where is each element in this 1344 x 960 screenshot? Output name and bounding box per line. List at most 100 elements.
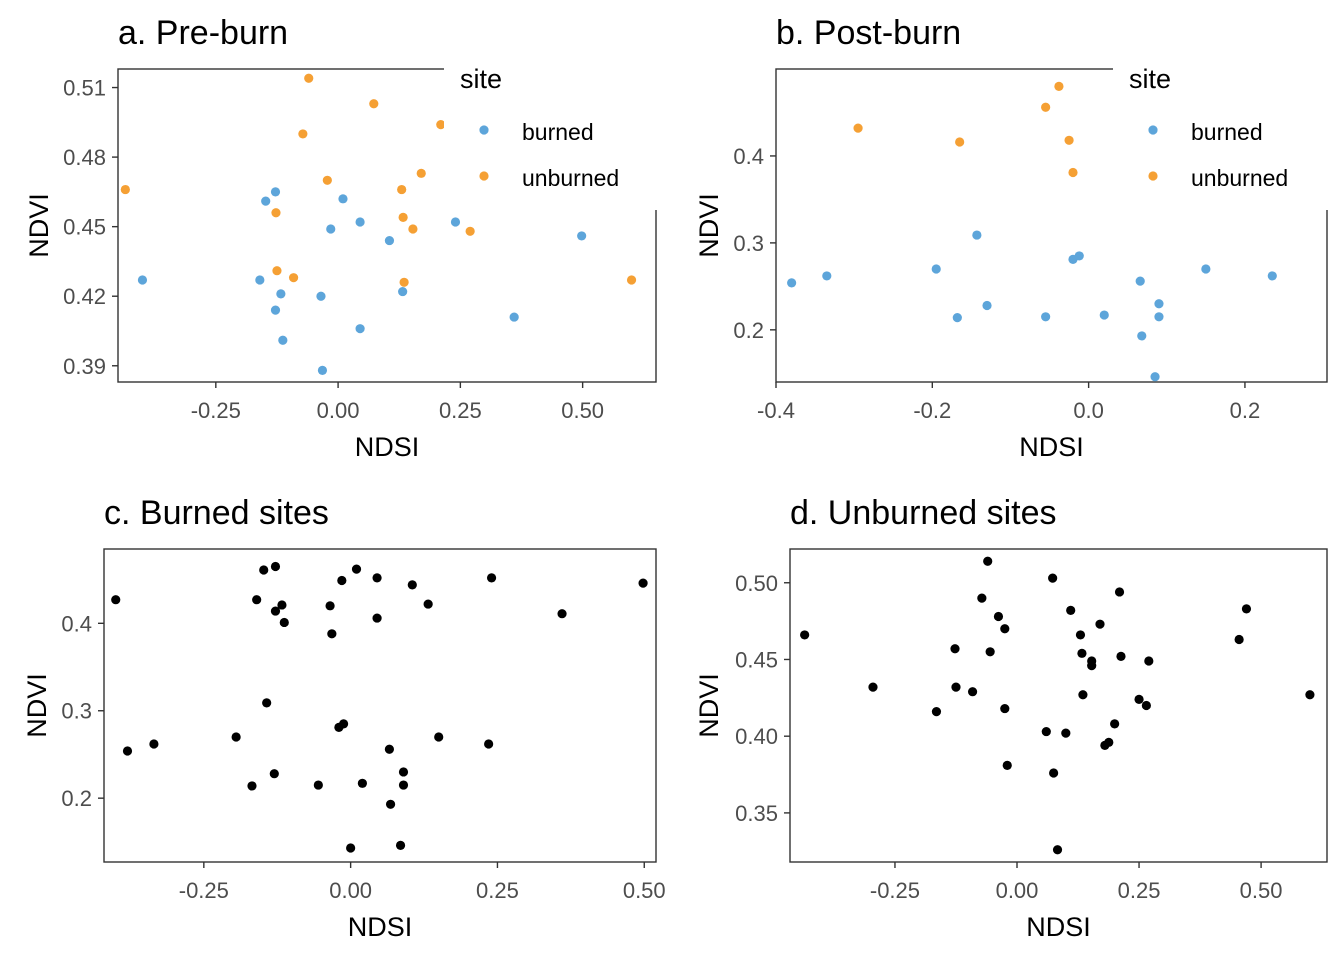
y-tick-label: 0.45: [735, 647, 778, 672]
data-point-unburned-5: [1068, 167, 1078, 178]
data-point-site-28: [1114, 587, 1125, 597]
plot-frame: [775, 68, 1328, 383]
y-tick-label: 0.2: [61, 786, 92, 811]
data-point-site-8: [327, 629, 337, 639]
x-tick-label: 0.00: [329, 878, 372, 903]
y-tick-label: 0.3: [61, 699, 92, 724]
data-point-site-4: [270, 606, 281, 616]
data-point-site-26: [338, 719, 349, 729]
data-point-unburned-0: [120, 184, 130, 195]
data-point-site-32: [398, 780, 409, 790]
data-point-site-13: [1041, 726, 1051, 737]
data-point-burned-4: [972, 230, 982, 240]
data-point-site-23: [269, 769, 279, 779]
data-point-site-10: [351, 564, 362, 574]
data-point-site-11: [1000, 703, 1010, 714]
chart-panel-1: b. Post-burn -0.4 -0.2 0.0 0.2 0.2 0.3 0.4 NDSI N…: [694, 14, 1335, 462]
data-point-burned-8: [1074, 251, 1084, 261]
data-point-site-1: [252, 595, 262, 605]
data-point-burned-1: [822, 271, 832, 281]
data-point-burned-12: [355, 324, 365, 334]
data-point-unburned-1: [271, 208, 281, 218]
data-point-site-34: [484, 739, 494, 749]
data-point-site-33: [434, 732, 444, 742]
data-point-unburned-9: [398, 212, 408, 222]
data-point-burned-16: [1267, 271, 1277, 281]
data-point-site-0: [800, 630, 810, 640]
data-point-unburned-1: [955, 137, 965, 147]
data-point-site-13: [407, 580, 417, 590]
x-tick-label: 0.00: [317, 398, 360, 423]
y-tick-label: 0.3: [733, 231, 764, 256]
data-point-unburned-5: [304, 73, 314, 83]
data-point-unburned-13: [436, 120, 446, 130]
data-point-site-10: [1000, 624, 1010, 634]
data-point-site-26: [1104, 737, 1114, 747]
data-point-site-19: [149, 739, 159, 749]
x-tick-label: -0.4: [757, 398, 795, 423]
data-point-site-24: [313, 780, 323, 790]
data-point-burned-5: [276, 289, 286, 299]
data-point-unburned-4: [298, 129, 308, 139]
y-tick-label: 0.4: [733, 144, 764, 169]
data-point-site-9: [337, 575, 347, 586]
x-tick-label: 0.50: [623, 878, 666, 903]
chart-title: c. Burned sites: [104, 494, 329, 532]
data-point-site-23: [1087, 661, 1097, 671]
data-point-unburned-2: [1041, 102, 1051, 112]
data-point-site-3: [950, 644, 960, 654]
data-point-site-24: [1095, 619, 1105, 629]
data-point-burned-14: [1154, 312, 1164, 322]
y-tick-label: 0.42: [63, 284, 106, 309]
x-tick-label: 0.50: [561, 398, 604, 423]
chart-panel-0: a. Pre-burn -0.25 0.00 0.25 0.50 0.39 0.42 0.45…: [24, 14, 666, 462]
plot-frame: [117, 68, 657, 383]
data-point-site-8: [985, 647, 995, 657]
data-point-site-11: [372, 573, 382, 583]
y-tick-label: 0.50: [735, 571, 778, 596]
x-tick-label: -0.25: [870, 878, 920, 903]
x-axis-title: NDSI: [355, 432, 420, 462]
y-tick-label: 0.45: [63, 215, 106, 240]
data-point-site-30: [1134, 694, 1144, 704]
data-point-burned-5: [982, 300, 992, 311]
chart-panel-3: d. Unburned sites -0.25 0.00 0.25 0.50 0.35 0.…: [694, 494, 1328, 942]
data-point-site-0: [111, 595, 121, 605]
x-tick-label: 0.2: [1230, 398, 1261, 423]
data-point-burned-9: [1099, 310, 1109, 320]
data-point-burned-14: [398, 286, 408, 297]
y-tick-label: 0.35: [735, 801, 778, 826]
data-point-burned-11: [355, 217, 365, 227]
data-point-site-17: [1061, 728, 1071, 738]
y-axis-title: NDVI: [24, 193, 54, 258]
data-point-burned-1: [255, 275, 265, 285]
chart-title: d. Unburned sites: [790, 494, 1057, 532]
data-point-burned-8: [317, 365, 328, 376]
x-tick-label: 0.25: [1118, 878, 1161, 903]
legend-key-burned: [1148, 125, 1158, 135]
data-point-unburned-11: [408, 224, 418, 234]
data-point-site-14: [1048, 573, 1058, 583]
data-point-site-18: [122, 746, 133, 756]
legend-key-unburned: [479, 171, 489, 181]
data-point-site-4: [951, 682, 961, 692]
data-point-unburned-14: [465, 226, 475, 236]
y-tick-label: 0.51: [63, 76, 106, 101]
chart-title: a. Pre-burn: [118, 14, 288, 52]
data-point-site-29: [1116, 651, 1126, 662]
data-point-burned-6: [278, 335, 288, 345]
data-point-site-12: [1002, 760, 1012, 770]
x-tick-label: 0.0: [1073, 398, 1104, 423]
data-point-site-15: [1049, 768, 1059, 778]
data-point-site-22: [262, 698, 272, 708]
data-point-burned-10: [338, 194, 348, 204]
data-point-site-5: [967, 687, 978, 697]
data-point-site-34: [1241, 604, 1252, 614]
data-point-site-31: [1141, 700, 1151, 711]
data-point-site-9: [993, 611, 1004, 622]
data-point-site-7: [325, 601, 335, 611]
legend-label-burned: burned: [1191, 119, 1263, 145]
data-point-burned-7: [316, 291, 326, 301]
data-point-unburned-4: [1064, 135, 1074, 145]
data-point-burned-6: [1041, 312, 1051, 322]
